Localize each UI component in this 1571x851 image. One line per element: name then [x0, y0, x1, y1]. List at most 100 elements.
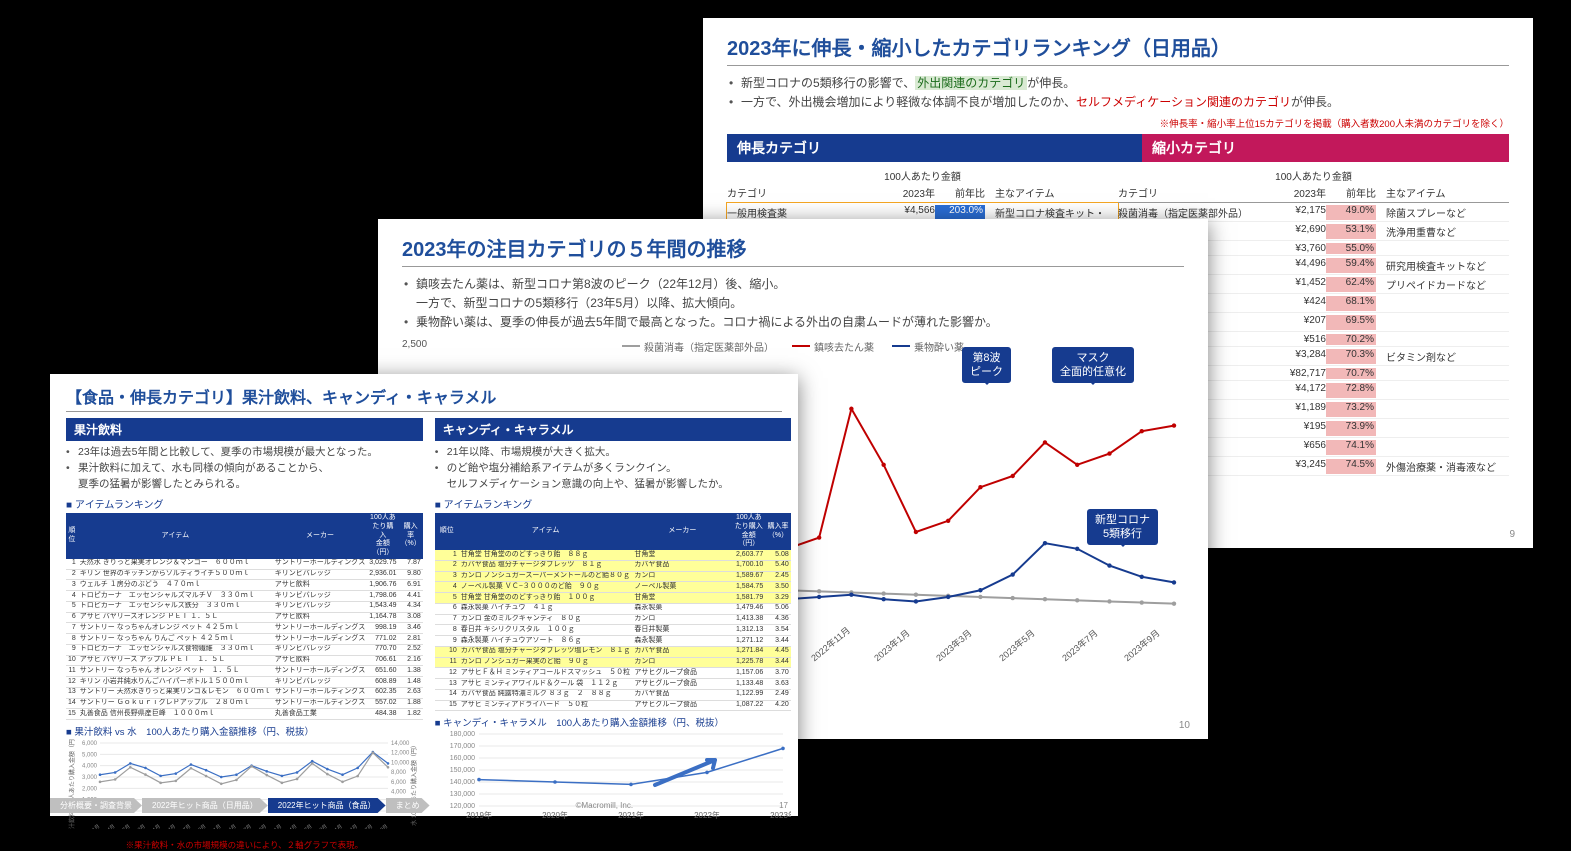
table-row: 3カンロ ノンシュガースーパーメントールのど飴８０ｇカンロ1,589.672.4…	[435, 571, 791, 582]
juice-chart-title: 果汁飲料 vs 水 100人あたり購入金額推移（円、税抜）	[66, 724, 423, 738]
juice-note: ※果汁飲料・水の市場規模の違いにより、２軸グラフで表現。	[66, 839, 423, 851]
slide-food-growth: 【食品・伸長カテゴリ】果汁飲料、キャンディ・キャラメル 果汁飲料 23年は過去5…	[50, 374, 798, 816]
svg-text:2019年01月: 2019年01月	[75, 823, 101, 829]
breadcrumb: 分析概要・調査背景2022年ヒット商品（日用品）2022年ヒット商品（食品）まと…	[50, 798, 430, 813]
svg-text:2,000: 2,000	[82, 786, 98, 792]
breadcrumb-item[interactable]: 分析概要・調査背景	[50, 798, 142, 813]
juice-header: 果汁飲料	[66, 418, 423, 441]
desc-item: 21年以降、市場規模が大きく拡大。	[435, 445, 791, 461]
table-row: 5甘角堂 甘角堂ののどすっきり飴 １００ｇ甘角堂1,581.793.29	[435, 593, 791, 604]
table-row: 8春日井 キシリクリスタル １００ｇ春日井製菓1,312.133.54	[435, 625, 791, 636]
table-row: 9トロピカーナ エッセンシャルズ食物繊維 ３３０ｍｌキリンビバレッジ770.70…	[66, 644, 423, 655]
table-row: 10アサヒ バヤリース アップル ＰＥＴ １．５Ｌアサヒ飲料706.612.16	[66, 655, 423, 666]
candy-rank-table: 順位アイテムメーカー100人あたり購入金額（円）購入率（%）1甘角堂 甘角堂のの…	[435, 513, 791, 711]
table-row: 15丸善食品 信州長野県産巨峰 １０００ｍｌ丸善食品工業484.381.82	[66, 709, 423, 720]
callout-wave8: 第8波 ピーク	[962, 347, 1011, 384]
slide2-title: 2023年の注目カテゴリの５年間の推移	[402, 233, 1184, 267]
col-juice: 果汁飲料 23年は過去5年間と比較して、夏季の市場規模が最大となった。果汁飲料に…	[66, 418, 423, 851]
bullet-item: 乗物酔い薬は、夏季の伸長が過去5年間で最高となった。コロナ禍による外出の自粛ムー…	[402, 313, 1184, 332]
svg-text:160,000: 160,000	[449, 755, 474, 762]
table-row: 4ノーベル製菓 ＶＣ−３０００のど飴 ９０ｇノーベル製菓1,584.753.50	[435, 582, 791, 593]
desc-item: のど飴や塩分補給系アイテムが多くランクイン。 セルフメディケーション意識の向上や…	[435, 461, 791, 493]
juice-rank-title: アイテムランキング	[66, 496, 423, 511]
svg-text:150,000: 150,000	[449, 767, 474, 774]
table-row: 7サントリー なっちゃんオレンジ ペット ４２５ｍｌサントリーホールディングス9…	[66, 623, 423, 634]
desc-item: 果汁飲料に加えて、水も同様の傾向があることから、 夏季の猛暑が影響したとみられる…	[66, 461, 423, 493]
svg-text:140,000: 140,000	[449, 779, 474, 786]
table-row: 13サントリー 天然水きりっと果実リンゴ＆レモン ６００ｍｌサントリーホールディ…	[66, 687, 423, 698]
bullet-item: 一方で、外出機会増加により軽微な体調不良が増加したのか、セルフメディケーション関…	[727, 93, 1509, 112]
shrink-table-header: カテゴリ2023年前年比主なアイテム	[1118, 183, 1509, 203]
svg-text:14,000: 14,000	[391, 741, 410, 747]
table-row: 13アサヒ ミンティアワイルド＆クール 袋 １１２ｇアサヒグループ食品1,133…	[435, 679, 791, 690]
candy-rank-title: アイテムランキング	[435, 496, 791, 511]
legend-item: 殺菌消毒（指定医薬部外品）	[622, 339, 774, 354]
table-row: 1天然水 きりっと果実オレンジ＆マンゴー ６００ｍｌサントリーホールディングス3…	[66, 559, 423, 569]
legend-item: 乗物酔い薬	[892, 339, 964, 354]
bullet-item: 鎮咳去たん薬は、新型コロナ第8波のピーク（22年12月）後、縮小。 一方で、新型…	[402, 275, 1184, 313]
col-candy: キャンディ・キャラメル 21年以降、市場規模が大きく拡大。のど飴や塩分補給系アイ…	[435, 418, 791, 851]
juice-chart: 01,0002,0003,0004,0005,0006,00002,0004,0…	[66, 739, 423, 839]
table-row: 2カバヤ食品 塩分チャージタブレッツ ８１ｇカバヤ食品1,700.105.40	[435, 560, 791, 571]
svg-text:180,000: 180,000	[449, 731, 474, 738]
slide1-footer: 分析概要・調査背景2022年ヒット商品（日用品）2022年ヒット商品（食品）まと…	[50, 798, 798, 813]
candy-header: キャンディ・キャラメル	[435, 418, 791, 441]
table-row: 7カンロ 金のミルクキャンディ ８０ｇカンロ1,413.384.36	[435, 614, 791, 625]
table-row: 6森永製菓 ハイチュウ ４１ｇ森永製菓1,479.465.06	[435, 603, 791, 614]
svg-text:5,000: 5,000	[82, 752, 98, 758]
slide3-bullets: 新型コロナの5類移行の影響で、外出関連のカテゴリが伸長。一方で、外出機会増加によ…	[727, 74, 1509, 112]
table-row: 5トロピカーナ エッセンシャルズ鉄分 ３３０ｍｌキリンビバレッジ1,543.49…	[66, 601, 423, 612]
table-row: 4トロピカーナ エッセンシャルズマルチＶ ３３０ｍｌキリンビバレッジ1,798.…	[66, 591, 423, 602]
juice-desc: 23年は過去5年間と比較して、夏季の市場規模が最大となった。果汁飲料に加えて、水…	[66, 445, 423, 493]
desc-item: 23年は過去5年間と比較して、夏季の市場規模が最大となった。	[66, 445, 423, 461]
table-row: 3ウェルチ １房分のぶどう ４７０ｍｌアサヒ飲料1,906.766.91	[66, 580, 423, 591]
bullet-item: 新型コロナの5類移行の影響で、外出関連のカテゴリが伸長。	[727, 74, 1509, 93]
slide3-pagenum: 9	[1509, 529, 1515, 540]
svg-text:6,000: 6,000	[391, 780, 407, 786]
breadcrumb-item[interactable]: 2022年ヒット商品（日用品）	[142, 798, 268, 813]
svg-text:12,000: 12,000	[391, 751, 410, 757]
slide2-pagenum: 10	[1179, 720, 1190, 731]
table-row: 10カバヤ食品 塩分チャージタブレッツ塩レモン ８１ｇカバヤ食品1,271.84…	[435, 646, 791, 657]
category-headers: 伸長カテゴリ 縮小カテゴリ	[727, 134, 1509, 162]
svg-text:170,000: 170,000	[449, 743, 474, 750]
svg-text:10,000: 10,000	[391, 760, 410, 766]
table-row: 14カバヤ食品 純露特濃ミルク ８３ｇ ２ ８８ｇカバヤ食品1,122.992.…	[435, 689, 791, 700]
table-row: 6アサヒ バヤリースオレンジ ＰＥＴ １．５Ｌアサヒ飲料1,164.783.08	[66, 612, 423, 623]
table-row: 1甘角堂 甘角堂ののどすっきり飴 ８８ｇ甘角堂2,603.775.08	[435, 550, 791, 560]
table-row: 8サントリー なっちゃん りんご ペット ４２５ｍｌサントリーホールディングス7…	[66, 634, 423, 645]
table-row: 11サントリー なっちゃん オレンジ ペット １．５Ｌサントリーホールディングス…	[66, 666, 423, 677]
table-row: 15アサヒ ミンティアドライハード ５０粒アサヒグループ食品1,087.224.…	[435, 700, 791, 711]
table-row: 14サントリー ＧｏｋｕｒｉグレＰアップル ２８０ｍｌサントリーホールディングス…	[66, 698, 423, 709]
grow-table-header: カテゴリ2023年前年比主なアイテム	[727, 183, 1118, 203]
grow-header: 伸長カテゴリ	[727, 134, 1142, 162]
svg-text:8,000: 8,000	[391, 770, 407, 776]
svg-text:4,000: 4,000	[82, 764, 98, 770]
table-row: 11カンロ ノンシュガー果実のど飴 ９０ｇカンロ1,225.783.44	[435, 657, 791, 668]
table-row: 12キリン 小岩井純水りんごハイパーボトル１５００ｍｌキリンビバレッジ608.8…	[66, 677, 423, 688]
source-text: ©Macromill, Inc.	[430, 801, 780, 810]
svg-text:6,000: 6,000	[82, 741, 98, 747]
breadcrumb-item[interactable]: 2022年ヒット商品（食品）	[268, 798, 386, 813]
slide3-title: 2023年に伸長・縮小したカテゴリランキング（日用品）	[727, 32, 1509, 66]
slide1-pagenum: 17	[779, 801, 798, 810]
candy-chart: 120,000130,000140,000150,000160,000170,0…	[435, 730, 791, 830]
legend-item: 鎮咳去たん薬	[792, 339, 874, 354]
callout-covid5: 新型コロナ 5類移行	[1087, 509, 1158, 546]
svg-text:3,000: 3,000	[82, 775, 98, 781]
candy-desc: 21年以降、市場規模が大きく拡大。のど飴や塩分補給系アイテムが多くランクイン。 …	[435, 445, 791, 493]
table-row: 2キリン 世界のキッチンからソルティライチ５００ｍｌキリンビバレッジ2,936.…	[66, 569, 423, 580]
slide2-bullets: 鎮咳去たん薬は、新型コロナ第8波のピーク（22年12月）後、縮小。 一方で、新型…	[402, 275, 1184, 333]
slide1-title: 【食品・伸長カテゴリ】果汁飲料、キャンディ・キャラメル	[66, 384, 782, 412]
shrink-header: 縮小カテゴリ	[1142, 134, 1509, 162]
candy-chart-title: キャンディ・キャラメル 100人あたり購入金額推移（円、税抜）	[435, 715, 791, 729]
svg-text:果汁飲料 100人あたり購入金額（円）: 果汁飲料 100人あたり購入金額（円）	[68, 739, 76, 829]
table-row: 9森永製菓 ハイチュウアソート ８６ｇ森永製菓1,271.123.44	[435, 636, 791, 647]
juice-rank-table: 順位アイテムメーカー100人あたり購入金額（円）購入率（%）1天然水 きりっと果…	[66, 513, 423, 720]
table-row: 12アサヒＦ＆Ｈ ミンティアコールドスマッシュ ５０粒アサヒグループ食品1,15…	[435, 668, 791, 679]
callout-mask: マスク 全面的任意化	[1052, 347, 1134, 384]
breadcrumb-item[interactable]: まとめ	[386, 798, 430, 813]
y-max-label: 2,500	[402, 339, 427, 350]
slide3-note: ※伸長率・縮小率上位15カテゴリを掲載（購入者数200人未満のカテゴリを除く）	[727, 116, 1509, 130]
svg-text:水 100人あたり購入金額（円）: 水 100人あたり購入金額（円）	[410, 742, 418, 826]
